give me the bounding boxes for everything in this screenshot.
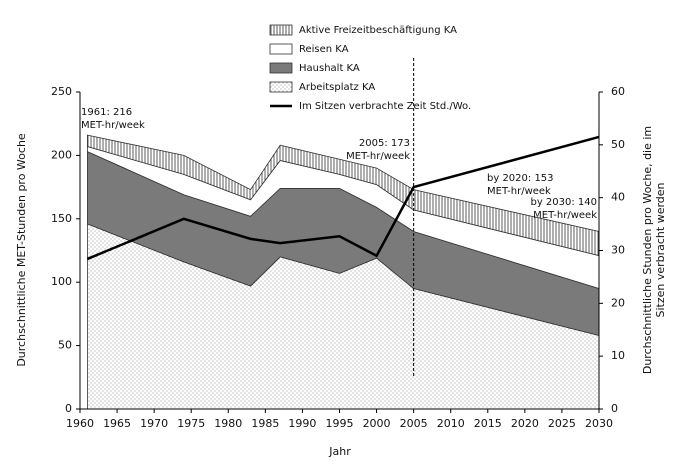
y-tick-label: 250: [51, 85, 72, 98]
legend-label: Reisen KA: [299, 44, 349, 55]
y-axis-label: Durchschnittliche MET-Stunden pro Woche: [15, 133, 28, 367]
y-tick-label: 200: [51, 148, 72, 161]
x-tick-label: 1970: [140, 417, 168, 430]
annotation: MET-hr/week: [81, 120, 145, 131]
x-tick-label: 1975: [177, 417, 205, 430]
line: [86, 135, 600, 261]
legend-swatch: [269, 43, 293, 55]
legend-label: Im Sitzen verbrachte Zeit Std./Wo.: [299, 101, 471, 112]
x-tick-label: 2020: [511, 417, 539, 430]
legend-swatch: [269, 24, 293, 36]
y2-tick-label: 50: [611, 138, 625, 151]
x-axis-label: Jahr: [328, 445, 351, 458]
y2-tick-label: 30: [611, 244, 625, 257]
y2-tick-label: 60: [611, 85, 625, 98]
legend-label: Aktive Freizeitbeschäftigung KA: [299, 25, 457, 36]
y2-tick-label: 20: [611, 296, 625, 309]
y2-axis-label: Durchschnittliche Stunden pro Woche, die…: [641, 126, 654, 374]
legend-label: Arbeitsplatz KA: [299, 82, 375, 93]
x-tick-label: 2030: [585, 417, 613, 430]
y2-tick-label: 40: [611, 191, 625, 204]
legend-swatch: [269, 81, 293, 93]
x-tick-label: 2025: [548, 417, 576, 430]
x-tick-label: 1980: [214, 417, 242, 430]
y2-tick-label: 0: [611, 402, 618, 415]
y-tick-label: 0: [65, 402, 72, 415]
annotation: MET-hr/week: [533, 210, 597, 221]
annotation: MET-hr/week: [346, 151, 410, 162]
annotation: 2005: 173: [359, 138, 410, 149]
annotation: by 2030: 140: [530, 197, 597, 208]
annotation: 1961: 216: [81, 107, 132, 118]
y2-tick-label: 10: [611, 349, 625, 362]
x-tick-label: 1990: [288, 417, 316, 430]
legend-swatch: [269, 62, 293, 74]
annotation: MET-hr/week: [487, 186, 551, 197]
legend-label: Haushalt KA: [299, 63, 360, 74]
y-tick-label: 100: [51, 275, 72, 288]
y2-axis-label: Sitzen verbracht werden: [654, 182, 667, 317]
y-tick-label: 150: [51, 212, 72, 225]
annotation: by 2020: 153: [487, 173, 554, 184]
x-tick-label: 1985: [251, 417, 279, 430]
x-tick-label: 2005: [400, 417, 428, 430]
x-tick-label: 1995: [326, 417, 354, 430]
x-tick-label: 1965: [103, 417, 131, 430]
x-tick-label: 2010: [437, 417, 465, 430]
x-tick-label: 2015: [474, 417, 502, 430]
y-tick-label: 50: [58, 339, 72, 352]
x-tick-label: 2000: [363, 417, 391, 430]
x-tick-label: 1960: [66, 417, 94, 430]
